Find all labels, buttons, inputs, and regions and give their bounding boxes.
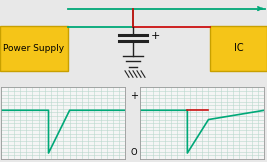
Text: Power Supply: Power Supply <box>3 44 65 53</box>
Text: IC: IC <box>234 43 243 53</box>
Text: O: O <box>131 148 137 157</box>
Text: +: + <box>130 91 138 101</box>
Bar <box>210 26 267 71</box>
Text: +: + <box>151 31 160 41</box>
Bar <box>0 26 68 71</box>
